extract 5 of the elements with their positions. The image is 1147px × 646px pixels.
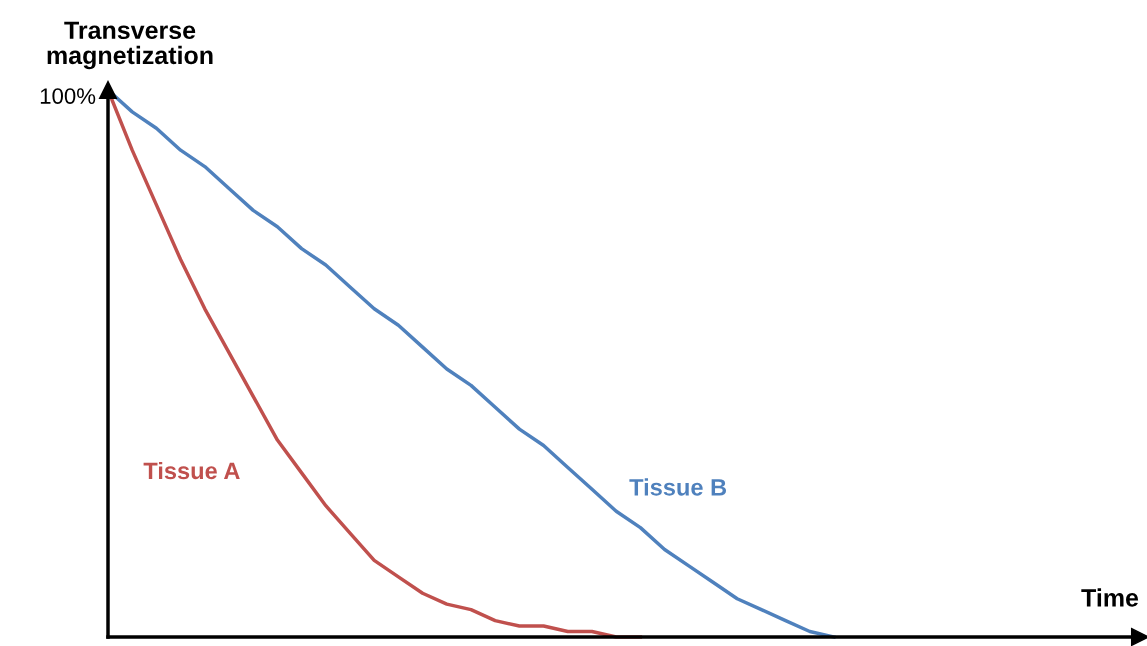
y-axis-title: Transverse magnetization — [47, 21, 213, 70]
text: Time — [1081, 588, 1139, 607]
series-label: Tissue B — [629, 478, 727, 496]
series-label: Tissue A — [143, 461, 240, 480]
text: 100% — [40, 88, 96, 104]
